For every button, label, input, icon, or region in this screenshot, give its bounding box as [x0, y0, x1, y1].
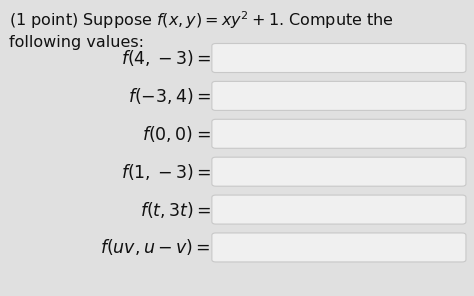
Text: $f(4,-3)=$: $f(4,-3)=$ [121, 48, 211, 68]
Text: $f(-3,4)=$: $f(-3,4)=$ [128, 86, 211, 106]
FancyBboxPatch shape [212, 233, 466, 262]
Text: $f(1,-3)=$: $f(1,-3)=$ [121, 162, 211, 182]
FancyBboxPatch shape [212, 81, 466, 110]
FancyBboxPatch shape [212, 44, 466, 73]
Text: $f(0,0)=$: $f(0,0)=$ [142, 124, 211, 144]
FancyBboxPatch shape [212, 119, 466, 148]
FancyBboxPatch shape [212, 157, 466, 186]
Text: (1 point) Suppose $f(x, y) = xy^2 + 1$. Compute the
following values:: (1 point) Suppose $f(x, y) = xy^2 + 1$. … [9, 9, 394, 50]
Text: $f(t,3t)=$: $f(t,3t)=$ [139, 200, 211, 220]
FancyBboxPatch shape [212, 195, 466, 224]
Text: $f(uv,u-v)=$: $f(uv,u-v)=$ [100, 237, 211, 258]
